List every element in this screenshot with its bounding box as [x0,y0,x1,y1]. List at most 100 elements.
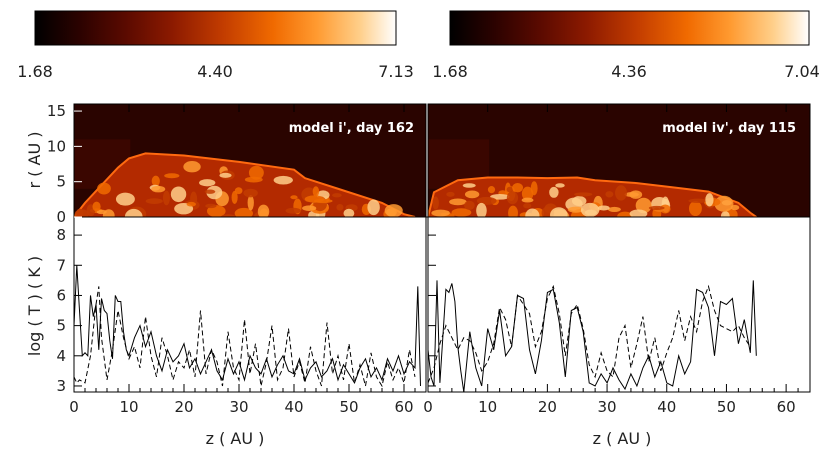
line-panel-right [428,217,810,392]
heatmap-clump [476,202,487,219]
heatmap-clump [285,207,302,214]
heatmap-clump [605,191,614,198]
series-solid [428,280,757,392]
heatmap-clump [248,165,264,180]
heatmap-clump [367,199,380,216]
heatmap-panel-left: model i', day 162 [74,104,426,225]
heatmap-clump [290,195,298,200]
colorbar-left-gradient [34,10,397,46]
heatmap-clump [432,196,439,210]
heatmap-clump [234,187,243,195]
x-tick-label: 10 [119,398,138,416]
heatmap-clump [446,191,455,197]
heatmap-clump [431,209,450,217]
x-tick-label: 0 [423,398,433,416]
series-dashed [74,286,416,388]
heatmap-clump [464,190,480,199]
heatmap-clump [487,186,496,194]
heatmap-clump [462,183,476,188]
heatmap-clump [199,179,216,187]
heatmap-clump [521,186,534,201]
xlabel-right: z ( AU ) [593,429,652,448]
heatmap-clump [688,200,702,217]
heatmap-clump [219,172,232,178]
colorbar-left-mid: 4.40 [197,62,233,81]
bottom-ylabel: log ( T ) ( K ) [25,256,44,356]
x-tick-label: 0 [69,398,79,416]
heatmap-clump [523,203,532,209]
heatmap-clump [506,191,519,205]
x-tick-label: 60 [394,398,413,416]
x-tick-label: 40 [657,398,676,416]
heatmap-left-content [74,139,416,225]
heatmap-clump [183,161,201,173]
heatmap-clump [464,200,475,210]
heatmap-clump [635,197,652,214]
heatmap-clump [555,183,565,188]
heatmap-clump [186,201,196,207]
x-tick-label: 50 [339,398,358,416]
heatmap-clump [449,198,467,206]
heatmap-clump [624,192,639,197]
x-tick-label: 20 [174,398,193,416]
heatmap-clump [490,193,510,200]
colorbar-right-gradient [449,10,810,46]
colorbar-left-min: 1.68 [17,62,53,81]
series-solid [74,265,421,387]
panel-label-left: model i', day 162 [289,121,414,136]
heatmap-clump [313,198,333,204]
line-right-series [428,280,757,392]
heatmap-panel-right: model iv', day 115 [428,104,810,225]
x-tick-label: 20 [538,398,557,416]
series-dashed [428,284,751,384]
heatmap-clump [512,182,524,193]
bottom-y-tick-label: 5 [56,317,66,335]
heatmap-clump [247,194,254,211]
heatmap-clump [92,201,101,212]
heatmap-clump [567,206,584,213]
bottom-y-tick-label: 7 [56,256,66,274]
heatmap-clump [234,207,253,219]
heatmap-clump [302,205,317,211]
heatmap-clump [151,185,166,193]
x-tick-label: 10 [478,398,497,416]
colorbar-right: 1.68 4.36 7.04 [432,10,820,81]
x-tick-label: 50 [717,398,736,416]
colorbar-left: 1.68 4.40 7.13 [17,10,414,81]
heatmap-clump [597,205,610,211]
heatmap-clump [336,204,344,211]
colorbar-left-max: 7.13 [378,62,414,81]
heatmap-clump [386,208,397,217]
heatmap-clump [97,182,111,195]
heatmap-clump [205,203,217,209]
heatmap-clump [574,192,593,197]
top-y-tick-label: 15 [47,102,66,120]
line-left-series [74,265,421,388]
x-tick-label: 30 [598,398,617,416]
heatmap-clump [204,189,216,194]
heatmap-clump [164,173,180,179]
bottom-y-tick-label: 4 [56,347,66,365]
heatmap-clump [207,205,226,218]
heatmap-clump [96,209,107,215]
xlabel-left: z ( AU ) [206,429,265,448]
line-left-background [74,217,426,392]
colorbar-right-max: 7.04 [784,62,820,81]
axis-ticks: 0 10 20 30 40 50 60 0 10 20 30 40 50 60 0 5 10 15 3 4 5 6 7 8 [47,102,799,416]
heatmap-shell-edge [428,176,757,218]
heatmap-clump [151,175,160,187]
heatmap-right-content [428,139,757,225]
heatmap-clump [243,188,258,198]
heatmap-clump [231,190,238,204]
heatmap-clump [170,186,187,203]
top-y-tick-label: 0 [56,208,66,226]
x-tick-label: 60 [777,398,796,416]
heatmap-clump [451,208,472,217]
colorbar-right-min: 1.68 [432,62,468,81]
heatmap-clump [273,175,293,185]
heatmap-clump [521,197,534,203]
heatmap-clump [162,190,170,206]
line-panel-left [74,217,426,392]
heatmap-clump [343,208,355,218]
